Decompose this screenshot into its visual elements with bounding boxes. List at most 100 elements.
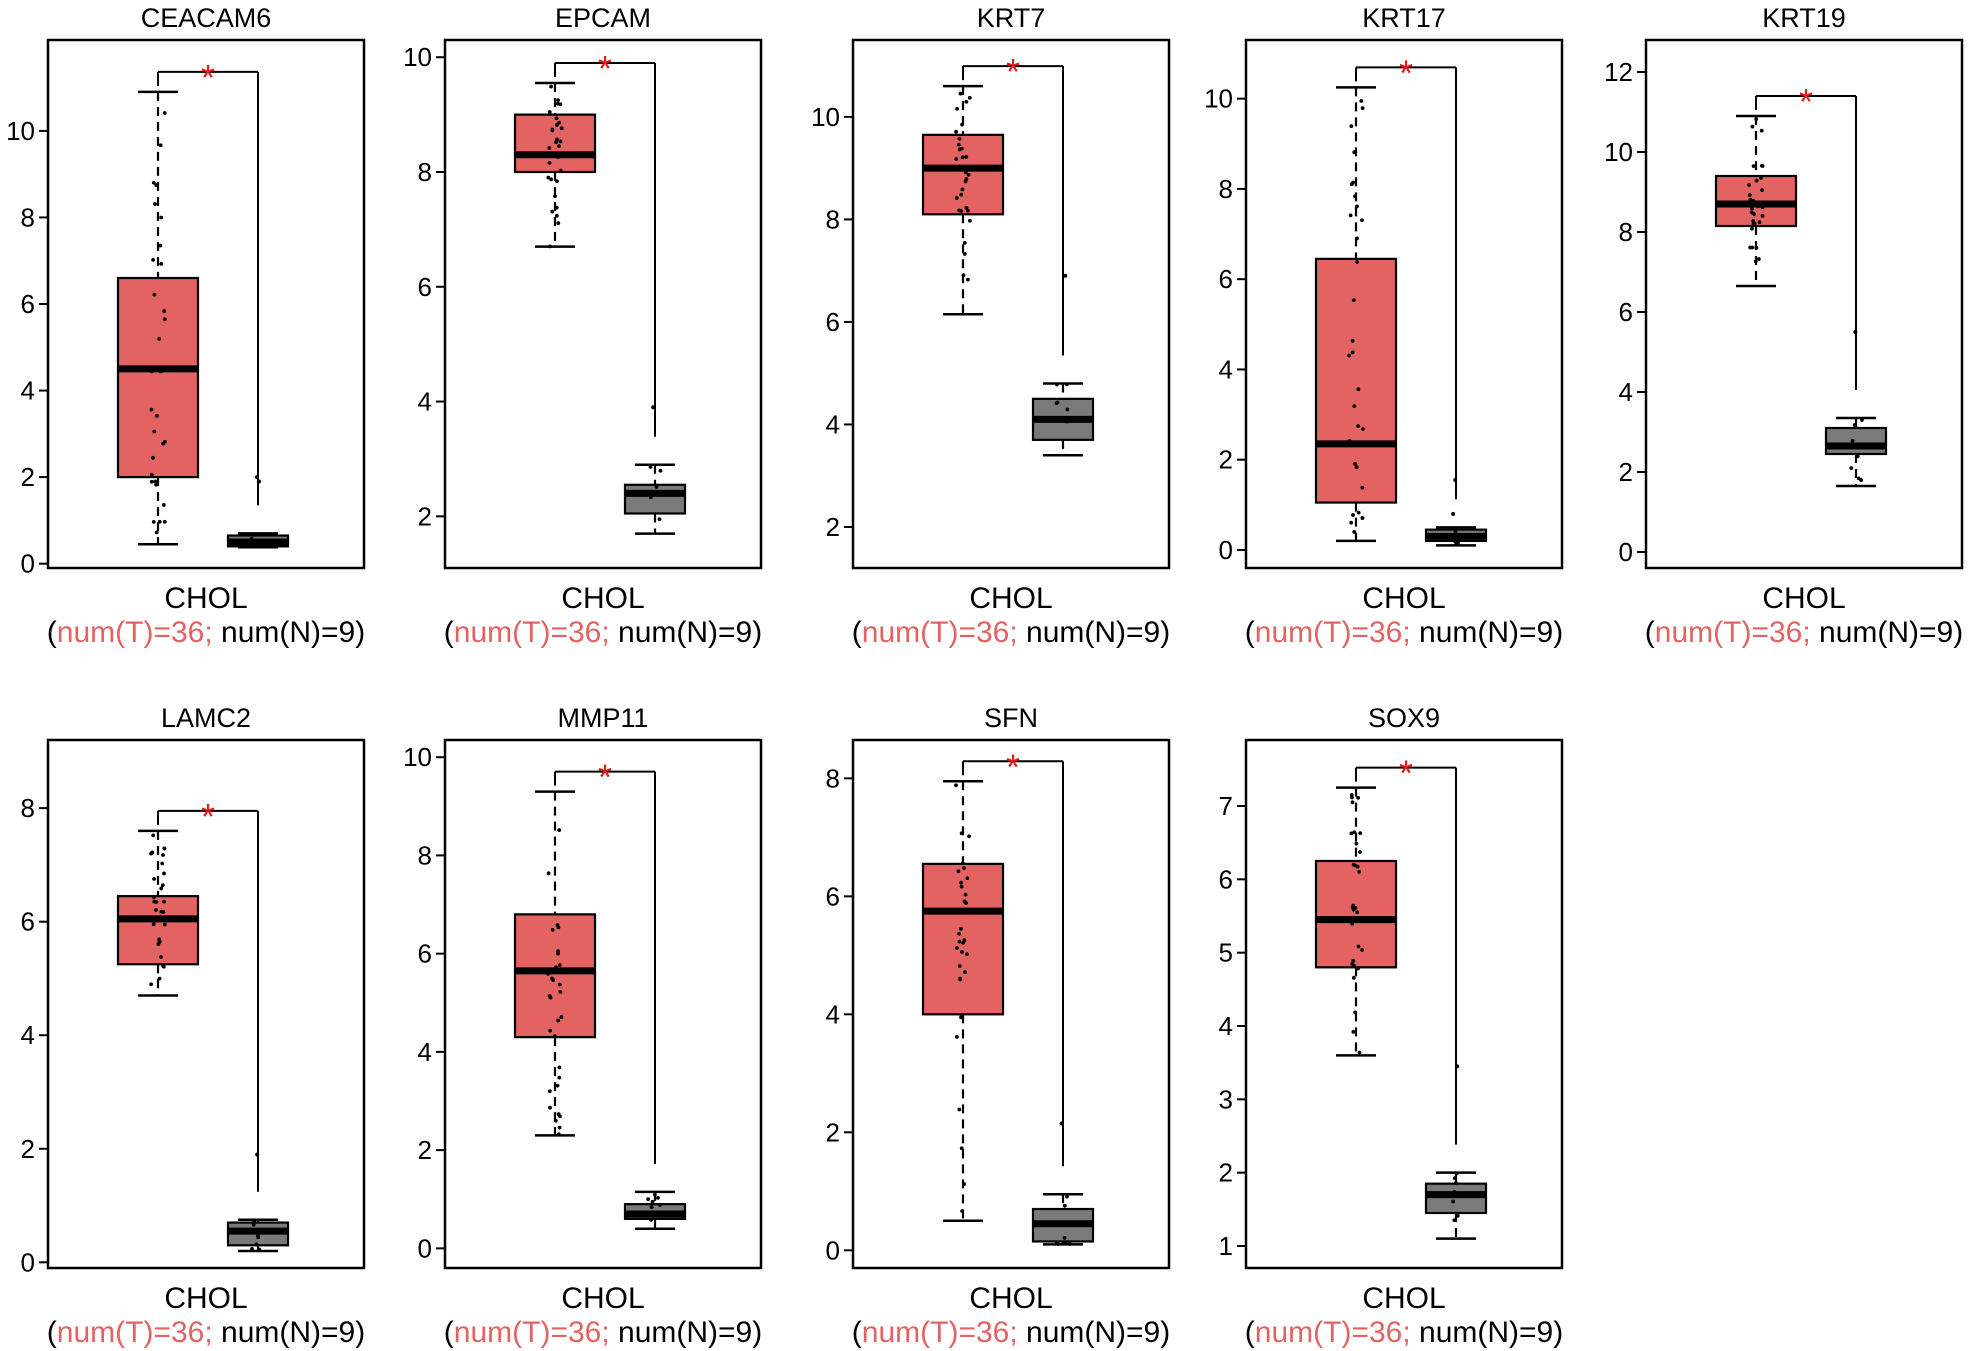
tumor-point: [1753, 259, 1758, 264]
tumor-point: [557, 982, 562, 987]
tumor-point: [547, 154, 552, 158]
tumor-point: [550, 127, 555, 132]
tumor-point: [555, 137, 559, 142]
sample-count-part: (: [1245, 1316, 1255, 1349]
tumor-point: [149, 479, 154, 484]
sample-count-part: num(T)=36;: [1255, 1316, 1411, 1349]
plot-frame: [46, 38, 366, 570]
tumor-point: [1350, 795, 1354, 800]
tumor-point: [1349, 124, 1354, 129]
tumor-point: [548, 995, 553, 1000]
tumor-point: [162, 899, 166, 904]
sample-count-part: (: [1245, 616, 1255, 649]
tumor-point: [554, 123, 559, 127]
tumor-point: [547, 146, 552, 150]
tumor-point: [957, 147, 962, 152]
tumor-point: [558, 989, 563, 994]
normal-point: [1450, 538, 1455, 542]
sample-counts: (num(T)=36; num(N)=9): [1645, 616, 1963, 649]
category-label: CHOL: [969, 1282, 1052, 1315]
tumor-point: [1360, 947, 1365, 952]
tumor-point: [1747, 183, 1751, 187]
tumor-point: [1751, 198, 1756, 203]
y-tick-label: 0: [826, 1235, 840, 1265]
tumor-point: [161, 503, 166, 507]
normal-group: [1424, 478, 1488, 547]
normal-point: [649, 1217, 653, 1222]
tumor-point: [1353, 461, 1357, 466]
normal-point: [1067, 1242, 1072, 1246]
normal-point: [658, 1203, 662, 1207]
significance-bracket: *: [554, 48, 656, 437]
tumor-point: [957, 1107, 962, 1112]
tumor-point: [959, 831, 964, 836]
y-tick-label: 6: [21, 907, 35, 937]
panel-title: KRT19: [1762, 3, 1846, 33]
tumor-point: [157, 336, 162, 341]
tumor-point: [547, 110, 552, 114]
tumor-point: [152, 429, 157, 434]
plot-frame: [443, 738, 763, 1270]
tumor-point: [548, 1028, 553, 1033]
y-tick-label: 0: [21, 549, 35, 579]
y-tick-label: 0: [1619, 537, 1633, 567]
tumor-point: [553, 1118, 558, 1123]
plot-frame: [851, 738, 1171, 1270]
normal-point: [648, 464, 653, 469]
normal-point: [257, 1247, 262, 1252]
tumor-point: [556, 221, 561, 226]
tumor-point: [552, 1034, 557, 1038]
plot-frame: [443, 38, 763, 570]
tumor-point: [559, 1015, 564, 1019]
normal-point: [1849, 466, 1854, 471]
tumor-point: [154, 530, 159, 535]
tumor-point: [1352, 441, 1356, 446]
sample-count-part: num(N)=9): [1411, 1316, 1564, 1349]
normal-point: [648, 495, 653, 500]
tumor-point: [161, 853, 165, 857]
tumor-point: [1360, 485, 1365, 490]
tumor-point: [1757, 220, 1762, 225]
tumor-point: [1350, 921, 1355, 926]
normal-point: [652, 1192, 657, 1197]
tumor-point: [959, 192, 964, 197]
sample-count-part: num(T)=36;: [57, 1316, 213, 1349]
tumor-point: [1351, 975, 1356, 980]
normal-group: [1824, 330, 1888, 488]
normal-point: [262, 544, 266, 549]
y-tick-label: 2: [826, 512, 840, 542]
tumor-point: [1754, 117, 1759, 121]
sample-counts: (num(T)=36; num(N)=9): [852, 616, 1170, 649]
y-tick-label: 2: [1219, 1158, 1233, 1188]
tumor-group: [921, 84, 1005, 316]
tumor-point: [963, 170, 968, 175]
sample-count-part: (: [47, 616, 57, 649]
normal-point: [250, 1247, 254, 1251]
y-tick-label: 6: [1219, 264, 1233, 294]
y-tick-label: 8: [418, 157, 432, 187]
normal-group: [1424, 1064, 1488, 1240]
tumor-point: [960, 949, 964, 954]
y-tick-label: 6: [21, 289, 35, 319]
tumor-point: [962, 241, 967, 245]
sample-count-part: num(T)=36;: [1255, 616, 1411, 649]
normal-point: [249, 536, 254, 541]
tumor-point: [964, 99, 969, 104]
normal-point: [646, 1197, 651, 1202]
tumor-point: [149, 407, 154, 412]
panel-title: SFN: [984, 703, 1038, 733]
tumor-point: [957, 931, 962, 936]
y-tick-label: 8: [418, 840, 432, 870]
tumor-point: [960, 122, 964, 127]
tumor-point: [549, 177, 554, 182]
tumor-point: [558, 139, 563, 144]
normal-point: [1054, 1241, 1059, 1246]
sample-counts: (num(T)=36; num(N)=9): [47, 616, 365, 649]
tumor-point: [964, 154, 969, 159]
tumor-point: [548, 244, 552, 249]
tumor-point: [967, 834, 971, 839]
tumor-point: [1355, 864, 1360, 869]
